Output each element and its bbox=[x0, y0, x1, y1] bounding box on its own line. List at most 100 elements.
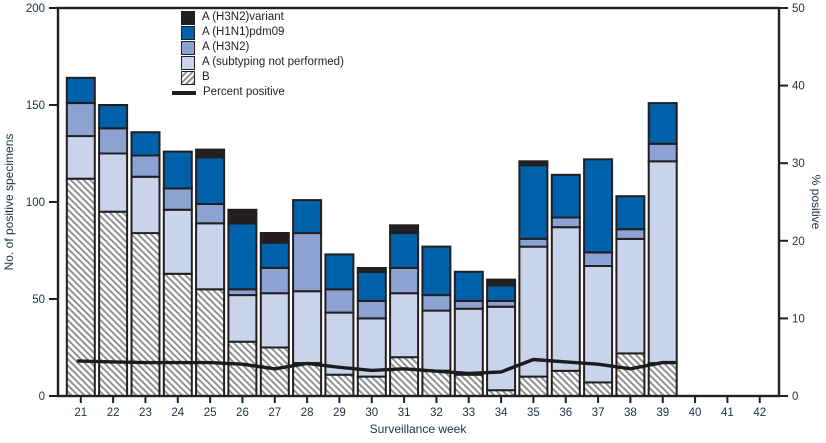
y-axis-title-left: No. of positive specimens bbox=[2, 134, 16, 271]
bar-week-23-segment-A-H1N1 bbox=[130, 131, 161, 157]
bar-week-37-segment-A-H3N2 bbox=[583, 251, 614, 267]
bar-week-25-segment-A-H3N2 bbox=[195, 202, 226, 225]
y-left-tick-label-50: 50 bbox=[32, 294, 45, 306]
bar-week-36-segment-A-H1N1 bbox=[550, 173, 581, 219]
legend-label: A (subtyping not performed) bbox=[202, 56, 344, 68]
x-tick-label-22: 22 bbox=[107, 407, 120, 419]
bar-week-37-segment-A-H1N1 bbox=[583, 158, 614, 254]
bars-layer bbox=[65, 76, 678, 398]
bar-week-30-segment-A-H1N1 bbox=[356, 270, 387, 302]
bar-week-35-segment-A-H3N2 bbox=[518, 237, 549, 248]
bar-week-26-segment-B bbox=[227, 340, 258, 398]
x-tick-label-37: 37 bbox=[592, 407, 605, 419]
bar-week-22-segment-A-H1N1 bbox=[98, 104, 129, 130]
bar-week-27-segment-A-H3N2 bbox=[259, 267, 290, 295]
bar-week-24-segment-A-H3N2 bbox=[162, 187, 193, 211]
y-right-tick-label-30: 30 bbox=[792, 158, 805, 170]
bar-week-33-segment-B bbox=[453, 373, 484, 398]
legend-item-h3n2-variant: A (H3N2)variant bbox=[172, 10, 344, 25]
bar-week-33-segment-A-sub bbox=[453, 307, 484, 376]
x-axis-title: Surveillance week bbox=[370, 422, 468, 436]
bar-week-35-segment-A-sub bbox=[518, 245, 549, 378]
bar-week-33-segment-A-H3N2 bbox=[453, 299, 484, 310]
bar-week-39-segment-A-sub bbox=[647, 160, 678, 365]
bar-week-38-segment-A-H3N2 bbox=[615, 228, 646, 240]
bar-week-25-segment-A-H1N1 bbox=[195, 156, 226, 205]
bar-week-33-segment-A-H1N1 bbox=[453, 270, 484, 302]
x-tick-label-38: 38 bbox=[624, 407, 637, 419]
bar-week-32-segment-A-H3N2 bbox=[421, 294, 452, 312]
bar-week-21-segment-A-H3N2 bbox=[65, 102, 96, 138]
x-tick-label-34: 34 bbox=[495, 407, 508, 419]
bar-week-34-segment-H3N2v bbox=[486, 278, 517, 287]
y-right-tick-label-0: 0 bbox=[792, 391, 798, 403]
legend-label: A (H1N1)pdm09 bbox=[202, 26, 285, 38]
bar-week-32-segment-B bbox=[421, 369, 452, 397]
bar-week-25-segment-H3N2v bbox=[195, 148, 226, 159]
bar-week-36-segment-A-H3N2 bbox=[550, 216, 581, 229]
bar-week-31-segment-A-H1N1 bbox=[389, 232, 420, 269]
bar-week-36-segment-B bbox=[550, 369, 581, 397]
bar-week-25-segment-A-sub bbox=[195, 222, 226, 291]
x-tick-label-36: 36 bbox=[559, 407, 572, 419]
bar-week-31-segment-H3N2v bbox=[389, 224, 420, 235]
bar-week-31-segment-B bbox=[389, 356, 420, 398]
bar-week-23-segment-A-H3N2 bbox=[130, 154, 161, 178]
x-tick-label-25: 25 bbox=[204, 407, 217, 419]
bar-week-34-segment-A-sub bbox=[486, 305, 517, 392]
y-right-tick-label-40: 40 bbox=[792, 81, 805, 93]
bar-week-30-segment-A-H3N2 bbox=[356, 299, 387, 320]
bar-week-29-segment-A-H1N1 bbox=[324, 253, 355, 291]
bar-week-23-segment-B bbox=[130, 232, 161, 397]
legend-label: A (H3N2) bbox=[202, 41, 250, 53]
bar-week-39-segment-A-H3N2 bbox=[647, 142, 678, 163]
bar-week-21-segment-A-H1N1 bbox=[65, 76, 96, 105]
x-tick-label-24: 24 bbox=[171, 407, 184, 419]
legend-item-h1n1-pdm09: A (H1N1)pdm09 bbox=[172, 25, 344, 40]
legend-label: Percent positive bbox=[203, 86, 285, 98]
bar-week-32-segment-A-sub bbox=[421, 309, 452, 372]
percent-positive-line-layer bbox=[76, 357, 676, 376]
bar-week-36-segment-A-sub bbox=[550, 226, 581, 372]
bar-week-26-segment-A-H1N1 bbox=[227, 222, 258, 291]
legend-swatch-percent-line-icon bbox=[172, 90, 196, 95]
legend: A (H3N2)variant A (H1N1)pdm09 A (H3N2) A… bbox=[172, 10, 344, 100]
x-tick-label-26: 26 bbox=[236, 407, 249, 419]
x-tick-label-40: 40 bbox=[689, 407, 702, 419]
bar-week-21-segment-B bbox=[65, 177, 96, 397]
y-right-tick-label-50: 50 bbox=[792, 3, 805, 15]
bar-week-27-segment-H3N2v bbox=[259, 232, 290, 244]
legend-item-h3n2: A (H3N2) bbox=[172, 40, 344, 55]
legend-swatch-h3n2-variant-icon bbox=[181, 10, 195, 25]
bar-week-32-segment-A-H1N1 bbox=[421, 245, 452, 297]
bar-week-31-segment-A-H3N2 bbox=[389, 267, 420, 295]
bar-week-35-segment-A-H1N1 bbox=[518, 164, 549, 240]
bar-week-34-segment-A-H1N1 bbox=[486, 284, 517, 302]
bar-week-38-segment-A-sub bbox=[615, 237, 646, 355]
x-tick-label-42: 42 bbox=[753, 407, 766, 419]
bar-week-28-segment-A-H3N2 bbox=[292, 232, 323, 293]
y-left-tick-label-200: 200 bbox=[26, 3, 45, 15]
x-tick-label-27: 27 bbox=[268, 407, 281, 419]
x-tick-label-21: 21 bbox=[74, 407, 87, 419]
x-tick-label-35: 35 bbox=[527, 407, 540, 419]
legend-swatch-subtyping-icon bbox=[181, 55, 195, 70]
bar-week-26-segment-H3N2v bbox=[227, 208, 258, 225]
x-tick-label-33: 33 bbox=[462, 407, 475, 419]
y-left-tick-label-150: 150 bbox=[26, 100, 45, 112]
bar-week-28-segment-A-sub bbox=[292, 290, 323, 365]
bar-week-22-segment-A-H3N2 bbox=[98, 127, 129, 155]
x-tick-label-31: 31 bbox=[398, 407, 411, 419]
legend-swatch-h3n2-icon bbox=[181, 40, 195, 55]
bar-week-25-segment-B bbox=[195, 288, 226, 397]
bar-week-24-segment-A-H1N1 bbox=[162, 150, 193, 190]
axes-layer: 0 50 100 150 200 0 10 20 30 40 50 21 22 23 24 25 26 27 28 2… bbox=[26, 3, 805, 419]
bar-week-28-segment-B bbox=[292, 362, 323, 397]
x-tick-label-28: 28 bbox=[301, 407, 314, 419]
x-tick-label-23: 23 bbox=[139, 407, 152, 419]
y-left-tick-label-100: 100 bbox=[26, 197, 45, 209]
bar-week-28-segment-A-H1N1 bbox=[292, 199, 323, 235]
bar-week-23-segment-A-sub bbox=[130, 175, 161, 235]
